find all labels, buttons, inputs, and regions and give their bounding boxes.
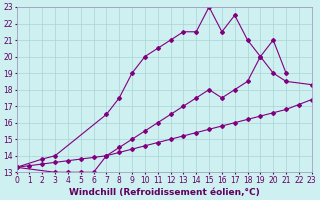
X-axis label: Windchill (Refroidissement éolien,°C): Windchill (Refroidissement éolien,°C) — [69, 188, 260, 197]
